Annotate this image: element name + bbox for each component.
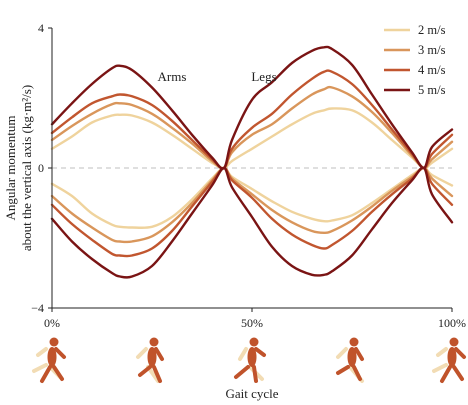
legend-label: 4 m/s (418, 63, 446, 77)
y-tick-label: 0 (38, 161, 44, 175)
y-tick-label: −4 (31, 301, 44, 315)
series-line-3-upper (50, 69, 454, 170)
x-tick-label: 50% (241, 316, 263, 330)
series-line-1-lower (50, 166, 454, 229)
series-line-4-lower (50, 166, 454, 279)
runner-icon-100 (432, 337, 466, 383)
runner-icon-75 (336, 337, 364, 383)
annotation-legs: Legs (251, 69, 276, 84)
tick-labels: 4 0 −40% 50% 100% (31, 21, 466, 330)
annotation-arms: Arms (158, 69, 187, 84)
y-axis-title: Angular momentum about the vertical axis… (3, 85, 34, 251)
legend-label: 5 m/s (418, 83, 446, 97)
x-tick-label: 0% (44, 316, 60, 330)
legend-label: 3 m/s (418, 43, 446, 57)
x-tick-label: 100% (438, 316, 466, 330)
series-line-2-lower (50, 166, 454, 244)
runner-icon-0 (32, 337, 66, 383)
y-tick-label: 4 (38, 21, 44, 35)
series-line-1-upper (50, 107, 454, 170)
legend-label: 2 m/s (418, 23, 446, 37)
annotations: Arms Legs (158, 69, 277, 84)
runner-icon-25 (136, 337, 164, 383)
y-axis-title-line2: about the vertical axis (kg·m²/s) (19, 85, 34, 251)
y-axis-title-line1: Angular momentum (3, 115, 18, 220)
series-line-3-lower (50, 166, 454, 258)
runner-icons (32, 337, 466, 383)
legend: 2 m/s 3 m/s 4 m/s 5 m/s (384, 23, 446, 97)
runner-icon-50 (234, 337, 266, 383)
series-line-4-upper (50, 45, 454, 170)
series-line-2-upper (50, 85, 454, 170)
x-axis-title: Gait cycle (225, 386, 278, 401)
plot-area (50, 45, 454, 279)
